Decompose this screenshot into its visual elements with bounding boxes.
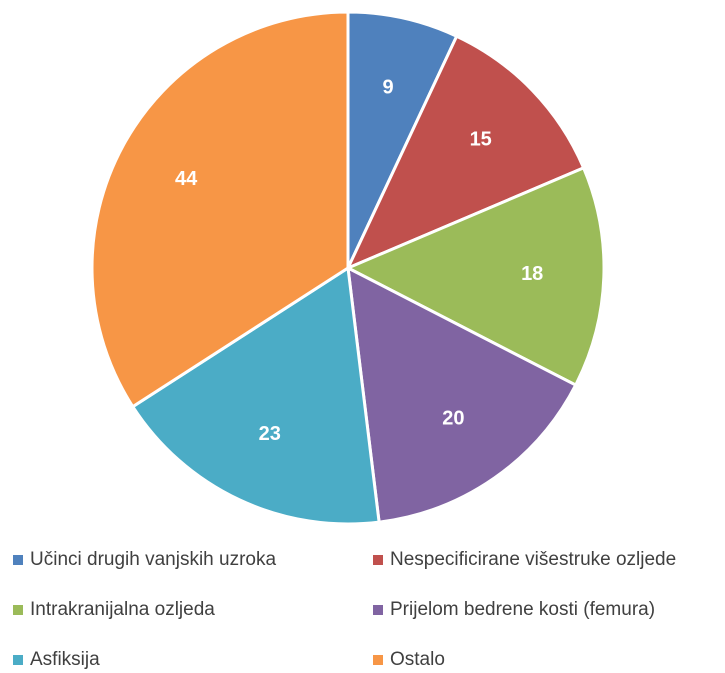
- data-label: 23: [259, 423, 281, 445]
- legend-label: Prijelom bedrene kosti (femura): [390, 599, 655, 620]
- data-label: 20: [442, 407, 464, 429]
- pie-slice: [346, 265, 578, 524]
- data-label: 15: [470, 128, 492, 150]
- legend-swatch: [373, 605, 383, 615]
- legend-label: Nespecificirane višestruke ozljede: [390, 549, 676, 570]
- pie-slice: [344, 34, 586, 271]
- pie-slice: [90, 10, 350, 409]
- data-label: 44: [175, 168, 198, 190]
- legend-swatch: [373, 655, 383, 665]
- legend-label: Asfiksija: [30, 649, 100, 670]
- legend-swatch: [373, 555, 383, 565]
- legend-swatch: [13, 655, 23, 665]
- legend-swatch: [13, 555, 23, 565]
- data-label: 9: [383, 76, 394, 98]
- pie-slice: [346, 10, 459, 269]
- legend-label: Intrakranijalna ozljeda: [30, 599, 215, 620]
- pie-slice: [130, 265, 381, 526]
- legend-label: Ostalo: [390, 649, 445, 670]
- pie-slice: [344, 165, 606, 388]
- legend-label: Učinci drugih vanjskih uzroka: [30, 549, 276, 570]
- data-label: 18: [521, 263, 543, 285]
- legend-swatch: [13, 605, 23, 615]
